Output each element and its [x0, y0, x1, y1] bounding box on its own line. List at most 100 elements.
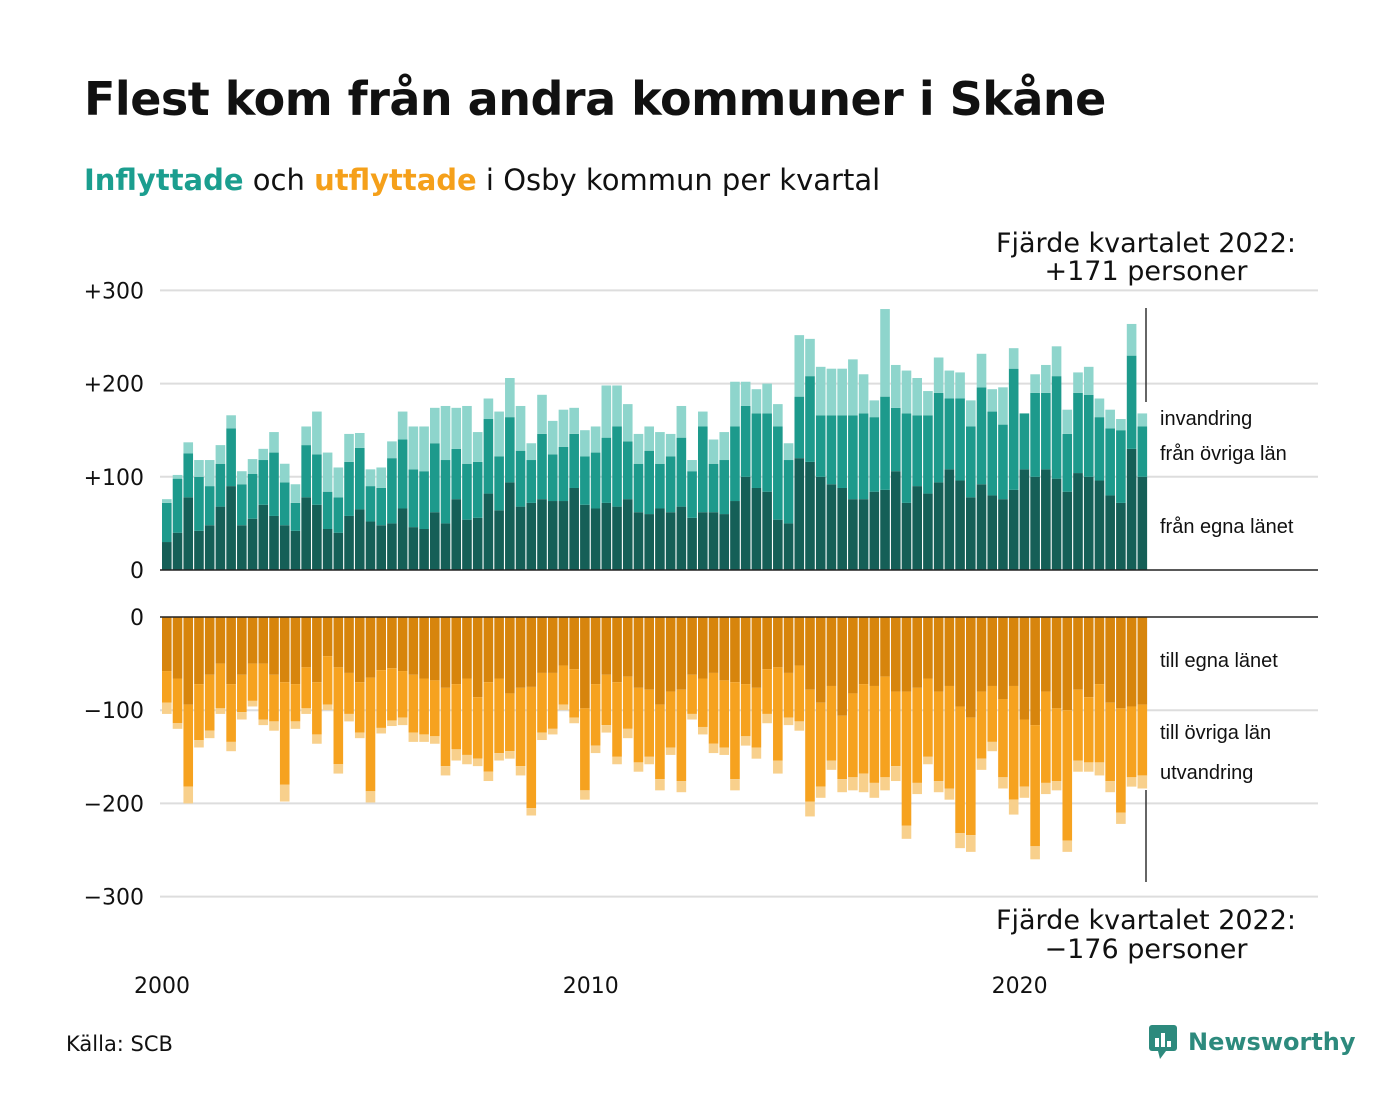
bar-utflyttade-2	[719, 680, 730, 748]
bar-inflyttade-1	[333, 532, 344, 570]
bar-utflyttade-1	[698, 617, 708, 679]
bar-inflyttade-2	[397, 439, 408, 509]
bar-inflyttade-2	[1094, 417, 1105, 481]
bar-utflyttade-1	[805, 617, 815, 690]
bar-inflyttade-2	[505, 417, 515, 483]
bar-utflyttade-2	[247, 663, 258, 701]
bar-utflyttade-2	[1094, 684, 1105, 763]
bar-utflyttade-1	[794, 617, 805, 666]
bar-inflyttade-2	[687, 471, 697, 518]
bar-inflyttade-1	[462, 519, 472, 570]
bar-utflyttade-3	[269, 721, 279, 731]
bar-utflyttade-2	[322, 656, 333, 705]
bar-utflyttade-2	[708, 672, 719, 744]
bar-utflyttade-1	[644, 617, 654, 690]
bar-utflyttade-1	[955, 617, 965, 707]
bar-utflyttade-2	[376, 670, 386, 728]
bar-utflyttade-1	[826, 617, 837, 686]
bar-inflyttade-1	[269, 515, 279, 570]
bar-inflyttade-1	[976, 484, 987, 570]
bar-utflyttade-2	[290, 684, 301, 722]
bar-inflyttade-3	[172, 474, 183, 479]
bar-inflyttade-3	[622, 404, 633, 442]
bar-utflyttade-3	[794, 721, 805, 731]
bar-inflyttade-2	[622, 441, 633, 500]
bar-utflyttade-2	[1008, 685, 1019, 800]
bar-utflyttade-3	[387, 720, 397, 727]
bar-inflyttade-3	[333, 467, 344, 498]
bar-utflyttade-2	[622, 676, 633, 729]
annotation-bottom-line2: −176 personer	[1044, 934, 1248, 965]
bar-utflyttade-3	[505, 751, 515, 759]
bar-inflyttade-3	[1062, 409, 1073, 434]
bar-inflyttade-3	[773, 404, 783, 427]
bar-utflyttade-2	[976, 691, 987, 759]
bar-inflyttade-1	[783, 523, 794, 570]
bar-utflyttade-3	[462, 754, 472, 765]
bar-utflyttade-2	[655, 704, 665, 780]
bar-inflyttade-2	[526, 460, 537, 503]
bar-utflyttade-2	[451, 684, 462, 750]
source-label: Källa: SCB	[66, 1032, 173, 1056]
bar-inflyttade-3	[515, 405, 526, 451]
bar-inflyttade-1	[387, 523, 397, 570]
bar-inflyttade-3	[215, 445, 226, 464]
bar-inflyttade-2	[226, 428, 236, 487]
bar-inflyttade-3	[183, 442, 194, 454]
bar-utflyttade-3	[344, 713, 354, 722]
bar-utflyttade-1	[344, 617, 354, 673]
bar-utflyttade-3	[751, 747, 762, 759]
bar-utflyttade-3	[633, 762, 644, 772]
bar-utflyttade-2	[569, 669, 579, 718]
bar-utflyttade-2	[773, 667, 783, 761]
bar-utflyttade-1	[730, 617, 740, 683]
bar-inflyttade-3	[687, 460, 697, 472]
bar-utflyttade-2	[269, 674, 279, 722]
bar-utflyttade-2	[944, 685, 955, 789]
bar-inflyttade-2	[462, 463, 472, 520]
bar-utflyttade-2	[794, 665, 805, 722]
bar-utflyttade-3	[537, 732, 547, 741]
bar-inflyttade-1	[955, 480, 965, 570]
y-tick-label-bottom: −200	[84, 792, 144, 817]
y-tick-label-top: +200	[84, 373, 144, 398]
bar-utflyttade-3	[740, 736, 751, 746]
bar-inflyttade-1	[773, 519, 783, 570]
bar-utflyttade-3	[665, 747, 676, 755]
bar-inflyttade-2	[183, 453, 194, 498]
bar-inflyttade-1	[601, 502, 612, 570]
bar-inflyttade-2	[751, 413, 762, 488]
bar-inflyttade-2	[547, 454, 558, 502]
bar-utflyttade-3	[1019, 786, 1030, 798]
bar-inflyttade-2	[848, 415, 858, 500]
bar-utflyttade-1	[580, 617, 590, 709]
bar-utflyttade-2	[1083, 697, 1094, 763]
bar-utflyttade-1	[966, 617, 976, 718]
bar-utflyttade-2	[1030, 725, 1040, 847]
bar-utflyttade-1	[451, 617, 462, 685]
y-tick-label-top: 0	[130, 559, 144, 584]
bar-inflyttade-3	[279, 463, 290, 483]
bar-utflyttade-2	[1105, 702, 1115, 782]
bar-utflyttade-3	[1030, 846, 1040, 860]
bar-inflyttade-2	[783, 460, 794, 524]
bar-inflyttade-3	[826, 368, 837, 416]
bar-utflyttade-1	[558, 617, 569, 666]
bar-inflyttade-1	[1062, 491, 1073, 570]
bar-utflyttade-3	[247, 700, 258, 707]
bar-utflyttade-1	[923, 617, 933, 679]
bar-utflyttade-3	[848, 777, 858, 791]
bar-utflyttade-3	[515, 766, 526, 776]
bar-utflyttade-3	[547, 728, 558, 735]
bar-utflyttade-1	[858, 617, 869, 685]
bar-inflyttade-3	[301, 426, 311, 446]
bar-inflyttade-3	[901, 370, 912, 414]
y-tick-label-top: +100	[84, 466, 144, 491]
bar-utflyttade-2	[537, 672, 547, 733]
annotation-top-line1: Fjärde kvartalet 2022:	[996, 228, 1296, 259]
bar-utflyttade-1	[601, 617, 612, 675]
bar-inflyttade-1	[655, 508, 665, 570]
bar-utflyttade-2	[1137, 704, 1148, 776]
bar-inflyttade-1	[966, 497, 976, 570]
